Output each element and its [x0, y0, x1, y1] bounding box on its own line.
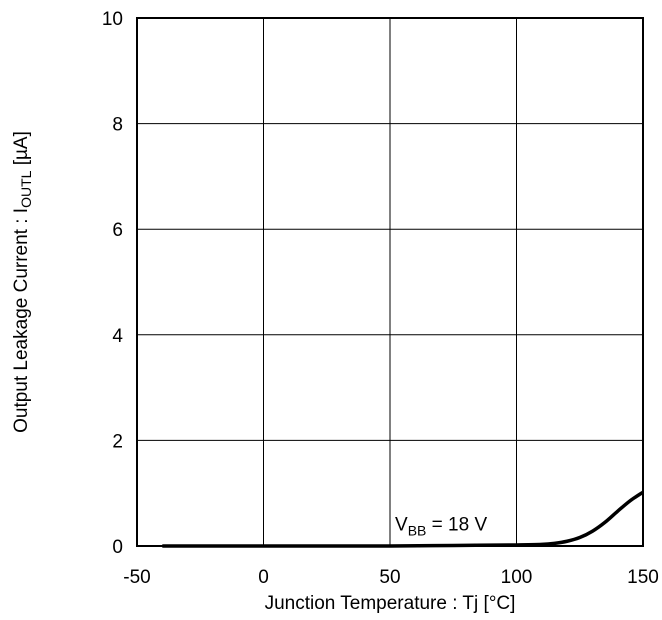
y-tick-label: 8 [112, 115, 123, 136]
x-tick-label: -50 [123, 567, 150, 588]
x-tick-label: 0 [258, 567, 269, 588]
y-tick-label: 6 [112, 220, 123, 241]
y-tick-label: 2 [112, 431, 123, 452]
plot-frame [136, 17, 644, 547]
y-axis-label-subscript: OUTL [18, 170, 34, 208]
x-tick-label: 50 [379, 567, 400, 588]
y-axis-label-suffix: [µA] [11, 131, 32, 170]
grid [136, 17, 644, 547]
y-axis-label-prefix: Output Leakage Current : I [11, 208, 32, 433]
y-tick-labels: 0 2 4 6 8 10 [102, 9, 124, 558]
vbb-annotation: VBB = 18 V [395, 515, 487, 539]
x-tick-label: 150 [627, 567, 659, 588]
y-tick-label: 4 [112, 326, 123, 347]
annotation-rest: = 18 V [426, 515, 487, 536]
y-axis-label: Output Leakage Current : IOUTL [µA] [11, 131, 34, 433]
x-axis-label: Junction Temperature : Tj [°C] [265, 593, 516, 614]
y-tick-label: 10 [102, 9, 123, 30]
x-tick-label: 100 [501, 567, 533, 588]
annotation-main: V [395, 515, 408, 536]
annotation-subscript: BB [408, 523, 427, 539]
y-tick-label: 0 [112, 537, 123, 558]
x-tick-labels: -50 0 50 100 150 [123, 567, 659, 588]
